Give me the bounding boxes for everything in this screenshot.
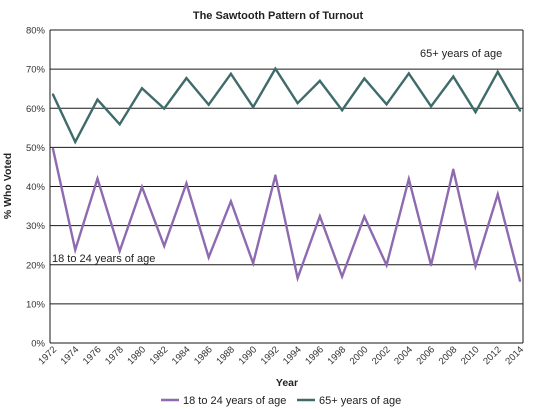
data-point [452, 168, 455, 171]
x-tick-label: 1992 [259, 344, 282, 367]
x-tick-label: 2002 [370, 344, 393, 367]
data-point [51, 93, 55, 96]
series-line-young [51, 148, 522, 283]
chart-title: The Sawtooth Pattern of Turnout [193, 10, 364, 22]
y-tick-label: 60% [26, 104, 46, 115]
data-point [518, 279, 522, 282]
x-tick-label: 2010 [459, 344, 482, 367]
series-lines [51, 66, 522, 283]
y-tick-label: 0% [31, 339, 45, 350]
y-axis-ticks: 0% 10% 20% 30% 40% 50% 60% 70% 80% [26, 26, 46, 350]
x-tick-label: 2006 [414, 344, 437, 367]
data-point [162, 244, 166, 248]
data-point [207, 103, 210, 106]
data-point [229, 72, 233, 76]
data-point [452, 75, 455, 78]
y-axis-label: % Who Voted [2, 153, 14, 219]
data-point [296, 276, 299, 280]
y-tick-label: 50% [26, 143, 46, 154]
data-point [518, 109, 522, 112]
x-tick-label: 1986 [192, 344, 215, 367]
x-tick-label: 1980 [125, 344, 148, 367]
data-point [229, 200, 233, 203]
data-point [74, 140, 77, 144]
data-point [429, 105, 433, 108]
data-point [474, 110, 477, 114]
x-tick-label: 1976 [81, 344, 104, 367]
data-point [496, 70, 499, 74]
x-tick-label: 1978 [103, 344, 126, 367]
data-point [74, 248, 77, 252]
data-point [251, 261, 255, 265]
data-point [429, 263, 433, 267]
data-point [296, 101, 299, 105]
data-point [385, 263, 388, 267]
x-tick-label: 1994 [281, 344, 304, 367]
data-point [118, 123, 121, 126]
legend-label-old: 65+ years of age [319, 395, 401, 407]
data-point [185, 182, 188, 185]
data-point [185, 76, 188, 80]
legend: 18 to 24 years of age 65+ years of age [161, 395, 401, 407]
x-tick-label: 2014 [503, 344, 526, 367]
x-tick-label: 1996 [303, 344, 326, 367]
x-tick-label: 1982 [148, 344, 171, 367]
data-point [318, 215, 322, 218]
data-point [274, 67, 277, 70]
data-point [51, 147, 55, 151]
x-axis-ticks: 1972 1974 1976 1978 1980 1982 1984 1986 1988 1990… [36, 344, 526, 367]
x-tick-label: 2008 [437, 344, 460, 367]
data-point [385, 103, 388, 106]
data-point [496, 193, 499, 196]
data-point [96, 177, 99, 180]
x-tick-label: 1974 [59, 344, 82, 367]
y-tick-label: 40% [26, 182, 46, 193]
data-point [251, 105, 255, 109]
data-point [363, 215, 366, 218]
data-point [318, 79, 322, 83]
x-tick-label: 2012 [481, 344, 504, 367]
y-tick-label: 30% [26, 221, 46, 232]
data-point [474, 265, 477, 268]
y-tick-label: 10% [26, 299, 46, 310]
series-line-old [51, 66, 522, 145]
x-tick-label: 1998 [325, 344, 348, 367]
x-tick-label: 1988 [214, 344, 237, 367]
annotation-young: 18 to 24 years of age [52, 253, 155, 265]
data-point [207, 256, 210, 259]
x-tick-label: 2004 [392, 344, 415, 367]
data-point [363, 77, 366, 80]
x-tick-label: 1984 [170, 344, 193, 367]
data-point [162, 107, 166, 110]
data-point [340, 275, 344, 278]
y-tick-label: 70% [26, 65, 46, 76]
x-tick-label: 2000 [348, 344, 371, 367]
data-point [140, 87, 144, 90]
x-tick-label: 1990 [237, 344, 260, 367]
x-axis-label: Year [276, 377, 298, 389]
data-point [118, 249, 121, 253]
data-point [96, 98, 99, 101]
data-point [140, 185, 144, 189]
data-point [340, 109, 344, 112]
legend-label-young: 18 to 24 years of age [183, 395, 286, 407]
data-point [274, 174, 277, 177]
annotation-old: 65+ years of age [420, 48, 502, 60]
y-tick-label: 80% [26, 26, 46, 37]
data-point [407, 177, 411, 181]
data-point [407, 72, 411, 75]
y-tick-label: 20% [26, 260, 46, 271]
